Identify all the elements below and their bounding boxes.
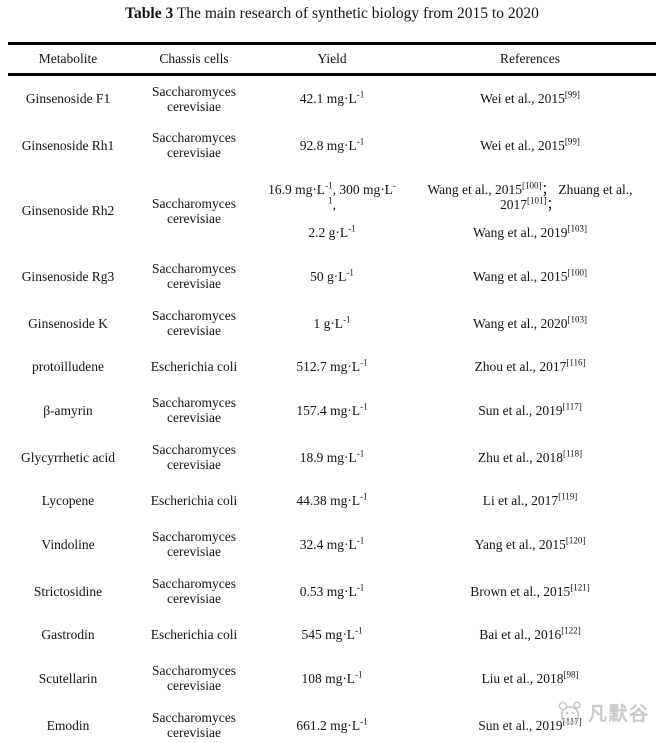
references-cell: Sun et al., 2019[117]	[478, 716, 582, 733]
references-cell: Zhu et al., 2018[118]	[477, 448, 583, 465]
table-row: β-amyrin Saccharomyces cerevisiae 157.4 mg…	[8, 387, 656, 434]
yield-cell: 16.9 mg·L-1, 300 mg·L-1, 2.2 g·L-1	[268, 180, 396, 240]
research-table: Metabolite Chassis cells Yield Reference…	[8, 42, 656, 743]
chassis-cell: Escherichia coli	[150, 627, 238, 642]
metabolite-cell: Lycopene	[41, 493, 95, 508]
yield-cell: 512.7 mg·L-1	[296, 357, 368, 374]
references-cell: Wang et al., 2015[100]； Zhuang et al., 2…	[427, 180, 633, 240]
yield-cell: 661.2 mg·L-1	[296, 716, 368, 733]
metabolite-cell: Vindoline	[41, 536, 95, 552]
references-cell: Yang et al., 2015[120]	[474, 535, 586, 552]
chassis-cell: Saccharomyces cerevisiae	[152, 663, 236, 693]
metabolite-cell: Ginsenoside K	[28, 315, 108, 331]
table-body: Ginsenoside F1 Saccharomyces cerevisiae 42…	[8, 75, 656, 743]
chassis-cell: Saccharomyces cerevisiae	[152, 710, 236, 740]
table-header-row: Metabolite Chassis cells Yield Reference…	[8, 43, 656, 75]
references-cell: Wang et al., 2015[100]	[472, 267, 587, 284]
table-row: Gastrodin Escherichia coli 545 mg·L-1 Bai e…	[8, 615, 656, 655]
table-title-text: The main research of synthetic biology f…	[176, 5, 539, 22]
chassis-cell: Saccharomyces cerevisiae	[152, 83, 236, 114]
yield-cell: 42.1 mg·L-1	[299, 89, 365, 107]
table-row: Strictosidine Saccharomyces cerevisiae 0.5…	[8, 568, 656, 615]
yield-cell: 18.9 mg·L-1	[299, 448, 365, 465]
references-cell: Wang et al., 2020[103]	[472, 314, 587, 331]
yield-cell: 157.4 mg·L-1	[296, 401, 368, 418]
yield-cell: 50 g·L-1	[310, 267, 354, 284]
references-cell: Wei et al., 2015[99]	[480, 136, 580, 153]
table-row: Lycopene Escherichia coli 44.38 mg·L-1 Li e…	[8, 481, 656, 521]
metabolite-cell: Ginsenoside F1	[25, 91, 111, 107]
column-header-metabolite: Metabolite	[38, 51, 98, 66]
references-cell: Zhou et al., 2017[116]	[474, 357, 586, 374]
table-row: Ginsenoside K Saccharomyces cerevisiae 1 g…	[8, 300, 656, 347]
metabolite-cell: β-amyrin	[43, 402, 93, 418]
table-row: Emodin Saccharomyces cerevisiae 661.2 mg·L…	[8, 702, 656, 743]
chassis-cell: Saccharomyces cerevisiae	[152, 130, 236, 160]
table-row: Glycyrrhetic acid Saccharomyces cerevisia…	[8, 434, 656, 481]
references-cell: Wei et al., 2015[99]	[480, 89, 580, 107]
table-row: protoilludene Escherichia coli 512.7 mg·L-…	[8, 347, 656, 387]
references-cell: Li et al., 2017[119]	[482, 491, 578, 508]
metabolite-cell: Ginsenoside Rh1	[21, 137, 115, 153]
chassis-cell: Saccharomyces cerevisiae	[152, 261, 236, 291]
column-header-references: References	[500, 51, 560, 66]
references-cell: Bai et al., 2016[122]	[479, 625, 581, 642]
column-header-chassis-cells: Chassis cells	[159, 51, 229, 66]
metabolite-cell: Strictosidine	[33, 583, 103, 599]
chassis-cell: Escherichia coli	[150, 493, 238, 508]
yield-cell: 545 mg·L-1	[301, 625, 363, 642]
metabolite-cell: Scutellarin	[38, 670, 98, 686]
table-row: Ginsenoside F1 Saccharomyces cerevisiae 42…	[8, 75, 656, 122]
metabolite-cell: Glycyrrhetic acid	[20, 449, 116, 465]
chassis-cell: Saccharomyces cerevisiae	[152, 529, 236, 559]
yield-cell: 32.4 mg·L-1	[299, 535, 365, 552]
yield-cell: 92.8 mg·L-1	[299, 136, 365, 153]
yield-cell: 1 g·L-1	[313, 314, 351, 331]
chassis-cell: Saccharomyces cerevisiae	[152, 195, 236, 226]
table-row: Scutellarin Saccharomyces cerevisiae 108 m…	[8, 655, 656, 702]
metabolite-cell: Gastrodin	[41, 627, 95, 642]
table-row: Vindoline Saccharomyces cerevisiae 32.4 mg…	[8, 521, 656, 568]
references-cell: Brown et al., 2015[121]	[470, 582, 590, 599]
column-header-yield: Yield	[317, 51, 347, 66]
chassis-cell: Saccharomyces cerevisiae	[152, 576, 236, 606]
table-row: Ginsenoside Rg3 Saccharomyces cerevisiae 5…	[8, 253, 656, 300]
references-cell: Sun et al., 2019[117]	[478, 401, 582, 418]
chassis-cell: Saccharomyces cerevisiae	[152, 308, 236, 338]
chassis-cell: Saccharomyces cerevisiae	[152, 442, 236, 472]
table-title: Table 3 The main research of synthetic b…	[0, 0, 664, 24]
table-row: Ginsenoside Rh2 Saccharomyces cerevisiae 1…	[8, 169, 656, 253]
metabolite-cell: Ginsenoside Rg3	[21, 268, 115, 284]
chassis-cell: Escherichia coli	[150, 359, 238, 374]
metabolite-cell: Emodin	[46, 717, 90, 733]
table-row: Ginsenoside Rh1 Saccharomyces cerevisiae 9…	[8, 122, 656, 169]
metabolite-cell: protoilludene	[32, 359, 104, 374]
yield-cell: 108 mg·L-1	[301, 669, 363, 686]
chassis-cell: Saccharomyces cerevisiae	[152, 395, 236, 425]
yield-cell: 0.53 mg·L-1	[299, 582, 365, 599]
references-cell: Liu et al., 2018[98]	[481, 669, 579, 686]
table-title-label: Table 3	[125, 5, 174, 22]
yield-cell: 44.38 mg·L-1	[296, 491, 368, 508]
metabolite-cell: Ginsenoside Rh2	[21, 203, 115, 218]
